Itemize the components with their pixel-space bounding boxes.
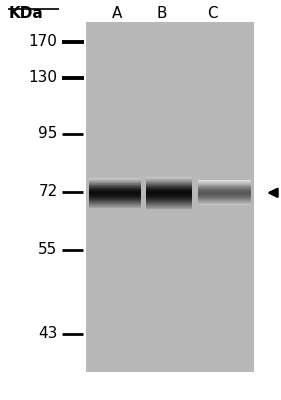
Text: 170: 170 xyxy=(29,34,58,50)
Text: 43: 43 xyxy=(38,326,58,342)
Bar xyxy=(86,22,254,372)
Text: 72: 72 xyxy=(38,184,58,200)
Text: B: B xyxy=(156,6,167,22)
Text: A: A xyxy=(112,6,122,22)
Text: 130: 130 xyxy=(29,70,58,86)
Text: 55: 55 xyxy=(38,242,58,258)
Text: C: C xyxy=(207,6,217,22)
Text: 95: 95 xyxy=(38,126,58,142)
Text: KDa: KDa xyxy=(8,6,43,22)
